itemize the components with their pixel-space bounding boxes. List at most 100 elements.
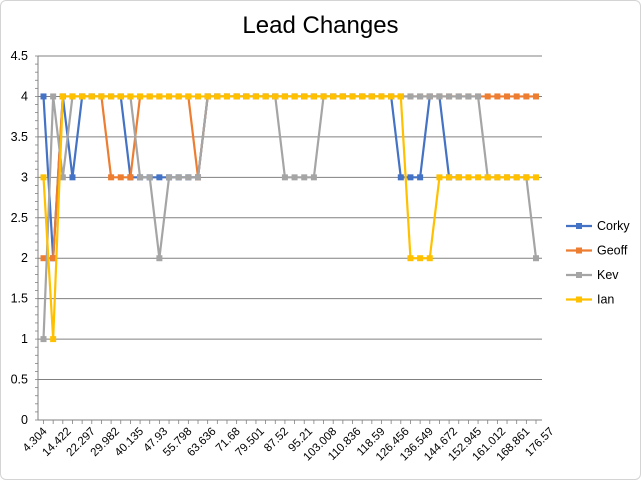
data-point-kev (59, 174, 66, 181)
y-tick-label: 1 (21, 332, 28, 346)
data-point-ian (233, 93, 240, 100)
legend-label: Corky (597, 219, 630, 233)
data-point-ian (243, 93, 250, 100)
data-point-geoff (484, 93, 491, 100)
data-point-kev (417, 93, 424, 100)
data-point-kev (156, 255, 163, 262)
data-point-ian (426, 255, 433, 262)
legend: Corky Geoff Kev Ian (566, 219, 630, 307)
data-point-ian (465, 174, 472, 181)
data-point-ian (156, 93, 163, 100)
data-point-corky (156, 174, 163, 181)
data-point-geoff (504, 93, 511, 100)
data-point-geoff (533, 93, 539, 100)
gridlines (38, 55, 542, 381)
data-point-kev (146, 174, 153, 181)
data-point-kev (436, 93, 443, 100)
legend-item-corky: Corky (566, 219, 630, 233)
legend-label: Kev (597, 268, 619, 282)
y-axis-ticks: 0 0.5 1 1.5 2 2.5 3 3.5 4 4.5 (11, 49, 28, 427)
data-point-ian (79, 93, 86, 100)
legend-label: Ian (597, 293, 614, 307)
legend-marker (576, 272, 582, 278)
data-point-ian (484, 174, 491, 181)
legend-marker (576, 247, 582, 254)
data-point-kev (195, 174, 202, 181)
data-point-ian (436, 174, 443, 181)
series-lines (40, 93, 539, 343)
data-point-ian (175, 93, 182, 100)
data-point-ian (291, 93, 298, 100)
data-point-corky (69, 174, 76, 181)
data-point-geoff (108, 174, 115, 181)
data-point-ian (339, 93, 346, 100)
data-point-ian (523, 174, 530, 181)
data-point-ian (513, 174, 520, 181)
data-point-ian (388, 93, 395, 100)
y-tick-label: 2 (21, 251, 28, 265)
data-point-ian (407, 255, 414, 262)
data-point-ian (50, 336, 57, 343)
data-point-ian (330, 93, 337, 100)
data-point-ian (359, 93, 366, 100)
data-point-ian (533, 174, 539, 181)
data-point-geoff (40, 255, 47, 262)
data-point-ian (494, 174, 501, 181)
series-ian (40, 93, 539, 343)
data-point-ian (262, 93, 269, 100)
data-point-kev (310, 174, 317, 181)
data-point-ian (301, 93, 308, 100)
data-point-corky (407, 174, 414, 181)
data-point-ian (204, 93, 211, 100)
data-point-geoff (523, 93, 530, 100)
data-point-ian (310, 93, 317, 100)
x-tick-label: 87.52 (262, 426, 291, 455)
data-point-geoff (50, 255, 57, 262)
data-point-geoff (494, 93, 501, 100)
data-point-kev (185, 174, 192, 181)
data-point-ian (137, 93, 144, 100)
series-line-ian (42, 95, 536, 341)
data-point-ian (69, 93, 76, 100)
data-point-ian (185, 93, 192, 100)
legend-marker (576, 296, 582, 303)
legend-item-ian: Ian (566, 293, 614, 307)
data-point-ian (349, 93, 356, 100)
data-point-ian (475, 174, 482, 181)
data-point-ian (397, 93, 404, 100)
data-point-geoff (117, 174, 124, 181)
data-point-kev (407, 93, 414, 100)
data-point-ian (214, 93, 221, 100)
x-axis-ticks: 4.30414.42222.29729.98240.13547.9355.798… (21, 425, 557, 463)
legend-item-kev: Kev (566, 268, 619, 282)
data-point-ian (252, 93, 259, 100)
data-point-kev (426, 93, 433, 100)
y-tick-label: 3.5 (11, 130, 28, 144)
data-point-ian (417, 255, 424, 262)
data-point-ian (320, 93, 327, 100)
data-point-ian (195, 93, 202, 100)
data-point-kev (137, 174, 144, 181)
data-point-ian (368, 93, 375, 100)
data-point-kev (533, 255, 539, 262)
legend-label: Geoff (597, 244, 628, 258)
data-point-geoff (127, 174, 134, 181)
data-point-corky (397, 174, 404, 181)
data-point-kev (455, 93, 462, 100)
data-point-ian (108, 93, 115, 100)
data-point-kev (281, 174, 288, 181)
data-point-corky (417, 174, 424, 181)
data-point-ian (455, 174, 462, 181)
data-point-ian (166, 93, 173, 100)
y-tick-label: 0.5 (11, 373, 28, 387)
data-point-ian (88, 93, 95, 100)
data-point-ian (281, 93, 288, 100)
data-point-ian (117, 93, 124, 100)
data-point-ian (272, 93, 279, 100)
data-point-kev (301, 174, 308, 181)
data-point-ian (40, 174, 47, 181)
data-point-kev (40, 336, 47, 343)
y-tick-label: 4.5 (11, 49, 28, 63)
data-point-ian (146, 93, 153, 100)
